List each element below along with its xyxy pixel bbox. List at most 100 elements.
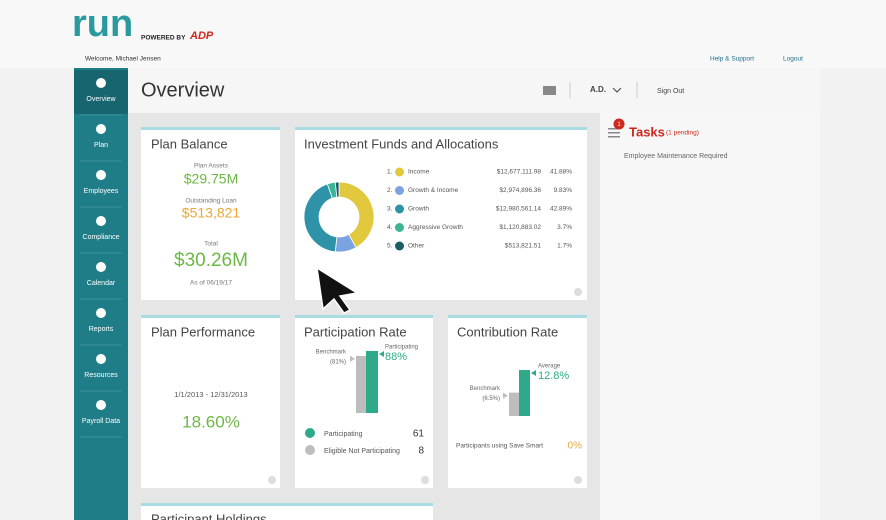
fund-index: 5. <box>387 243 393 250</box>
nav-icon <box>96 262 106 272</box>
tasks-pending: (1 pending) <box>666 130 699 137</box>
fund-name: Income <box>408 169 430 176</box>
fund-name: Aggressive Growth <box>408 224 463 231</box>
label: Outstanding Loan <box>185 198 237 205</box>
bar <box>366 351 378 413</box>
legend-count: 8 <box>418 446 424 457</box>
cursor <box>316 266 360 314</box>
nav-item[interactable]: Calendar <box>87 280 116 287</box>
card-accent <box>295 127 587 130</box>
nav-icon <box>96 308 106 318</box>
welcome: Welcome, Michael Jensen <box>85 56 161 63</box>
help-link[interactable]: Help & Support <box>710 56 754 63</box>
as-of: As of 06/19/17 <box>190 280 232 287</box>
fund-dot <box>395 241 404 251</box>
fund-amount: $12,980,561.14 <box>496 206 542 213</box>
fund-dot <box>395 204 404 214</box>
donut-segment <box>334 181 340 198</box>
brand: ADP <box>189 30 214 42</box>
header <box>0 0 886 68</box>
fund-percent: 41.88% <box>550 169 572 176</box>
logo: run <box>72 3 133 45</box>
topbar <box>128 68 820 113</box>
fund-list: 1. Income $12,677,111.98 41.88% 2. Growth & I… <box>387 167 573 251</box>
fund-amount: $1,120,883.02 <box>499 224 541 231</box>
tasks-title: Tasks <box>629 124 665 139</box>
fund-percent: 42.89% <box>550 206 572 213</box>
info-icon[interactable] <box>268 476 276 484</box>
pointer <box>531 370 536 376</box>
bar-value: 88% <box>385 351 407 363</box>
nav-item[interactable]: Overview <box>86 96 116 103</box>
legend-label: Eligible Not Participating <box>324 448 400 455</box>
card <box>141 315 280 488</box>
card <box>141 127 280 300</box>
page-title: Overview <box>141 79 225 101</box>
fund-dot <box>395 223 404 232</box>
card-title: Investment Funds and Allocations <box>304 136 499 151</box>
pointer <box>350 355 355 362</box>
value: $513,821 <box>182 205 241 221</box>
value: $29.75M <box>184 171 238 187</box>
mail-icon[interactable] <box>543 86 556 95</box>
user-menu[interactable]: A.D. <box>590 85 606 94</box>
chevron <box>612 87 622 93</box>
legend-dot <box>305 445 315 455</box>
badge-count: 1 <box>617 122 621 128</box>
fund-amount: $2,974,896.36 <box>499 187 541 194</box>
nav-icon <box>96 354 106 364</box>
bar-category: Benchmark <box>470 386 501 392</box>
legend-count: 61 <box>413 429 425 440</box>
legend-label: Participating <box>324 431 363 438</box>
card-title: Contribution Rate <box>457 324 558 339</box>
nav-icon <box>96 400 106 410</box>
nav-icon <box>96 170 106 180</box>
nav-item[interactable]: Reports <box>89 326 114 333</box>
card-title: Plan Balance <box>151 136 228 151</box>
bar <box>356 355 366 413</box>
fund-name: Other <box>408 243 425 250</box>
card-accent <box>448 315 587 318</box>
nav-item[interactable]: Resources <box>84 372 118 379</box>
powered-by: POWERED BY <box>141 35 186 42</box>
pointer <box>379 351 384 357</box>
info-icon[interactable] <box>574 476 582 484</box>
nav-item[interactable]: Employees <box>84 188 119 195</box>
info-icon[interactable] <box>574 288 582 296</box>
period: 1/1/2013 - 12/31/2013 <box>174 390 247 399</box>
fund-dot <box>395 186 404 195</box>
nav-item[interactable]: Payroll Data <box>82 418 120 425</box>
info-icon[interactable] <box>421 476 429 484</box>
fund-percent: 9.83% <box>554 187 573 194</box>
fund-percent: 1.7% <box>557 243 572 250</box>
nav-item[interactable]: Plan <box>94 142 108 149</box>
fund-index: 4. <box>387 224 393 231</box>
fund-amount: $12,677,111.98 <box>497 169 542 176</box>
sign-out[interactable]: Sign Out <box>657 88 684 95</box>
nav-icon <box>96 78 106 88</box>
fund-amount: $513,821.51 <box>505 243 542 250</box>
logout-link[interactable]: Logout <box>783 56 803 63</box>
value: 18.60% <box>182 412 240 431</box>
bar-value: 12.8% <box>538 370 569 382</box>
pointer <box>503 392 508 399</box>
fund-percent: 3.7% <box>557 224 572 231</box>
bar-value: (81%) <box>330 360 346 366</box>
nav: Overview Plan Employees Compliance Calendar R… <box>74 70 128 438</box>
nav-active <box>74 70 128 114</box>
bar-category: Benchmark <box>316 350 347 356</box>
card-accent <box>141 315 280 318</box>
card-accent <box>295 315 433 318</box>
bar-category: Average <box>538 364 561 370</box>
task-item[interactable]: Employee Maintenance Required <box>624 153 728 160</box>
legend-dot <box>305 428 315 438</box>
bar-category: Participating <box>385 345 418 351</box>
fund-dot <box>395 167 404 177</box>
nav-item[interactable]: Compliance <box>83 234 120 241</box>
donut-segment <box>303 183 338 253</box>
label: Plan Assets <box>194 163 229 170</box>
nav-icon <box>96 216 106 226</box>
